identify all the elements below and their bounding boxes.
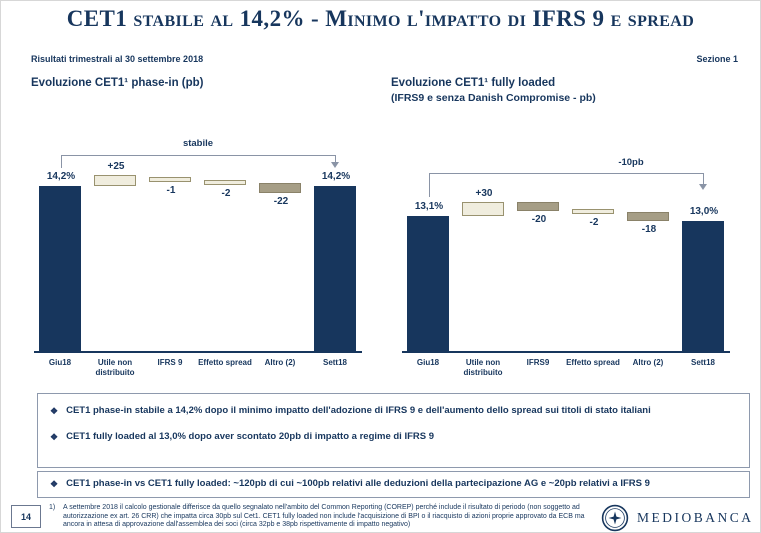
bridge-arrow-riser-right: [335, 155, 336, 163]
category-label: Effetto spread: [566, 358, 620, 367]
chart-title-phase-in: Evoluzione CET1¹ phase-in (pb): [31, 77, 204, 89]
category-label: Effetto spread: [198, 358, 252, 367]
category-label: IFRS 9: [157, 358, 183, 367]
bridge-arrow-riser-right: [703, 173, 704, 185]
bar-effetto-spread: [204, 180, 246, 185]
footnote-number: 1): [49, 504, 56, 511]
bar-value-label: +25: [107, 161, 125, 172]
arrow-down-icon: [331, 162, 339, 168]
bridge-arrow-riser-left: [429, 173, 430, 197]
footnote-text: Include circa 15pb di maggiori deduzioni…: [63, 532, 373, 533]
bar-effetto-spread: [572, 209, 614, 214]
bar-value-label: -18: [641, 224, 657, 235]
bar-value-label: 14,2%: [321, 171, 351, 182]
bar-value-label: +30: [475, 188, 493, 199]
bar-ifrs9: [517, 202, 559, 211]
category-label: Altro (2): [264, 358, 296, 367]
diamond-bullet-icon: ❖: [50, 479, 59, 489]
footnotes: 1) A settembre 2018 il calcolo gestional…: [49, 504, 594, 533]
category-label: Altro (2): [632, 358, 664, 367]
bar-value-label: 14,2%: [46, 171, 76, 182]
x-axis: [402, 351, 730, 353]
category-label: Utile non distribuito: [463, 358, 503, 377]
bar-value-label: -2: [589, 217, 599, 228]
footnote-text: A settembre 2018 il calcolo gestionale d…: [63, 504, 585, 529]
bar-value-label: -2: [221, 188, 231, 199]
category-label: Giu18: [48, 358, 72, 367]
chart-title-fully-loaded: Evoluzione CET1¹ fully loaded: [391, 77, 556, 89]
bar-ifrs9: [149, 177, 191, 182]
chart-annotation: -10pb: [618, 157, 644, 168]
footnote: 2) Include circa 15pb di maggiori deduzi…: [49, 532, 594, 533]
mediobanca-logo: MEDIOBANCA: [601, 504, 754, 532]
bar-sett18: [314, 186, 356, 351]
bar-giu18: [39, 186, 81, 351]
footnote: 1) A settembre 2018 il calcolo gestional…: [49, 504, 594, 530]
waterfall-chart-phase-in: stabile 14,2% +25 -1 -2 -22 14,2% Giu18 …: [33, 121, 363, 406]
section-label: Sezione 1: [696, 54, 738, 64]
bullet-item: ❖ CET1 phase-in stabile a 14,2% dopo il …: [50, 405, 737, 417]
chart-annotation: stabile: [182, 138, 214, 149]
key-messages-box: ❖ CET1 phase-in stabile a 14,2% dopo il …: [37, 393, 750, 468]
diamond-bullet-icon: ❖: [50, 406, 59, 416]
x-axis: [34, 351, 362, 353]
bullet-text: CET1 phase-in vs CET1 fully loaded: ~120…: [66, 478, 650, 489]
bullet-text: CET1 fully loaded al 13,0% dopo aver sco…: [66, 431, 435, 442]
bar-altro: [259, 183, 301, 193]
waterfall-chart-fully-loaded: -10pb 13,1% +30 -20 -2 -18 13,0% Giu18 U…: [401, 121, 731, 406]
key-messages-box-2: ❖ CET1 phase-in vs CET1 fully loaded: ~1…: [37, 471, 750, 498]
chart-subtitle-fully-loaded: (IFRS9 e senza Danish Compromise - pb): [391, 92, 596, 104]
bridge-arrow-line: [61, 155, 336, 156]
bar-value-label: -20: [531, 214, 547, 225]
category-label: Giu18: [416, 358, 440, 367]
bar-giu18: [407, 216, 449, 351]
page-title: CET1 stabile al 14,2% - Minimo l'impatto…: [66, 6, 695, 31]
report-subtitle: Risultati trimestrali al 30 settembre 20…: [31, 54, 204, 64]
category-label: Sett18: [690, 358, 715, 367]
category-label: Sett18: [322, 358, 347, 367]
arrow-down-icon: [699, 184, 707, 190]
bar-value-label: 13,0%: [689, 206, 719, 217]
bar-altro: [627, 212, 669, 221]
bullet-item: ❖ CET1 fully loaded al 13,0% dopo aver s…: [50, 431, 737, 443]
bar-utile-non-distribuito: [462, 202, 504, 216]
bridge-arrow-line: [429, 173, 704, 174]
bridge-arrow-riser-left: [61, 155, 62, 168]
page-number: 14: [11, 505, 41, 528]
diamond-bullet-icon: ❖: [50, 432, 59, 442]
category-label: IFRS9: [526, 358, 550, 367]
logo-wordmark: MEDIOBANCA: [637, 510, 754, 525]
bar-value-label: -1: [166, 185, 176, 196]
footnote-number: 2): [49, 532, 63, 533]
bar-value-label: 13,1%: [414, 201, 444, 212]
bar-utile-non-distribuito: [94, 175, 136, 186]
bar-sett18: [682, 221, 724, 351]
bar-value-label: -22: [273, 196, 289, 207]
bullet-text: CET1 phase-in stabile a 14,2% dopo il mi…: [66, 405, 651, 416]
mediobanca-logo-icon: [601, 504, 629, 532]
category-label: Utile non distribuito: [95, 358, 135, 377]
bullet-item: ❖ CET1 phase-in vs CET1 fully loaded: ~1…: [50, 478, 737, 490]
